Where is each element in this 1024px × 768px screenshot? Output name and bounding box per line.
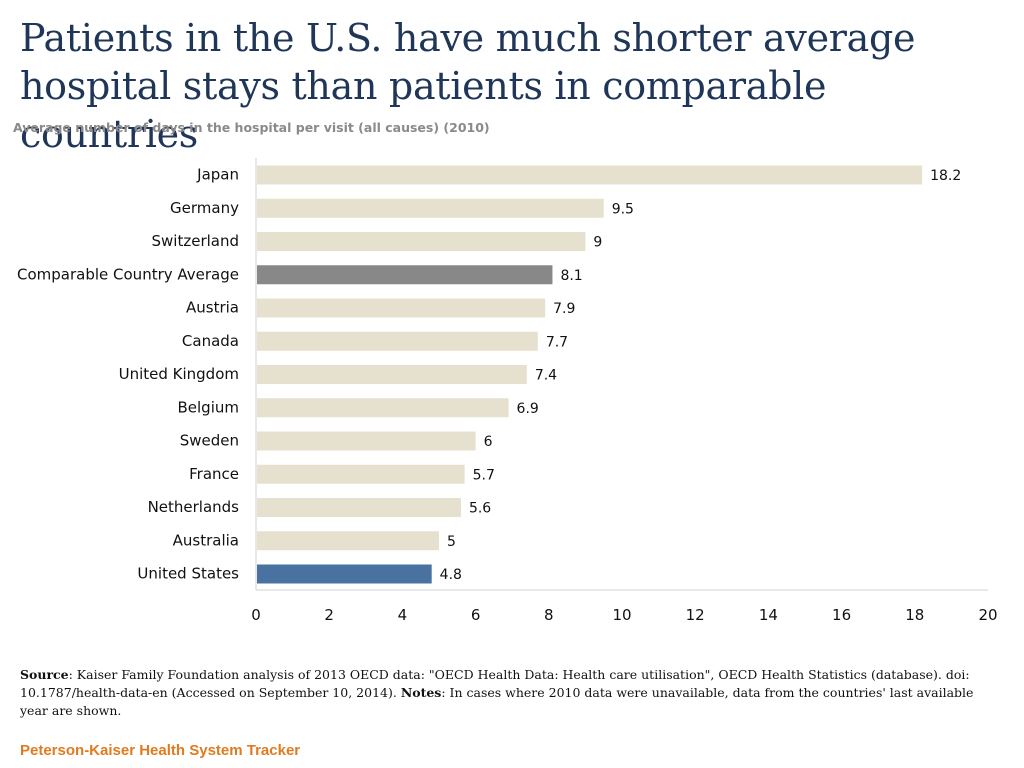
notes-text: : In cases where 2010 data were unavaila… (20, 685, 974, 718)
value-label: 4.8 (440, 567, 462, 583)
x-tick-label: 0 (251, 606, 261, 624)
bar-united-kingdom (257, 365, 527, 384)
brand-footer: Peterson-Kaiser Health System Tracker (20, 742, 301, 759)
category-label: Sweden (180, 432, 239, 450)
x-tick-label: 4 (398, 606, 408, 624)
notes-label: Notes (400, 685, 442, 700)
bar-switzerland (257, 232, 586, 251)
value-label: 7.7 (546, 334, 568, 350)
value-label: 5 (447, 534, 456, 550)
source-note: Source: Kaiser Family Foundation analysi… (20, 666, 1005, 720)
chart-subtitle: Average number of days in the hospital p… (13, 120, 490, 135)
value-label: 8.1 (560, 268, 582, 284)
value-label: 5.6 (469, 501, 491, 517)
x-tick-label: 6 (471, 606, 481, 624)
source-label: Source (20, 667, 69, 682)
bar-sweden (257, 431, 476, 451)
bar-canada (257, 331, 538, 351)
value-label: 6.9 (517, 401, 539, 417)
x-tick-label: 2 (324, 606, 334, 624)
category-label: Canada (182, 332, 239, 350)
category-label: United Kingdom (119, 365, 239, 383)
bar-australia (257, 531, 439, 551)
category-label: Australia (173, 531, 239, 549)
bar-netherlands (257, 498, 461, 517)
x-tick-label: 8 (544, 606, 554, 624)
x-tick-label: 20 (978, 606, 997, 624)
value-label: 9.5 (612, 201, 634, 217)
value-label: 6 (484, 434, 493, 450)
x-tick-label: 10 (612, 606, 631, 624)
bar-united-states (257, 564, 432, 584)
bar-japan (257, 165, 923, 185)
category-label: Comparable Country Average (17, 265, 239, 283)
value-label: 5.7 (473, 467, 495, 483)
bar-france (257, 464, 465, 484)
bar-belgium (257, 398, 509, 418)
bar-chart: Japan 18.2 Germany 9.5 Switzerland 9 Comparabl… (17, 158, 998, 624)
x-tick-label: 14 (759, 606, 778, 624)
value-label: 18.2 (930, 168, 961, 184)
bar-germany (257, 198, 604, 218)
category-label: Switzerland (152, 232, 240, 250)
category-label: Japan (196, 166, 239, 184)
category-label: Austria (186, 299, 239, 317)
category-label: United States (137, 565, 239, 583)
x-tick-label: 18 (905, 606, 924, 624)
source-text: : Kaiser Family Foundation analysis of 2… (20, 667, 970, 700)
value-label: 7.4 (535, 368, 557, 384)
category-label: Belgium (178, 398, 240, 416)
bar-comparable-country-average (257, 265, 553, 285)
value-label: 7.9 (553, 301, 575, 317)
category-label: Germany (170, 199, 239, 217)
value-label: 9 (593, 235, 602, 251)
chart-title: Patients in the U.S. have much shorter a… (20, 16, 916, 156)
x-tick-label: 12 (686, 606, 705, 624)
x-tick-label: 16 (832, 606, 851, 624)
bar-austria (257, 298, 546, 318)
category-label: Netherlands (148, 498, 240, 516)
category-label: France (189, 465, 239, 483)
